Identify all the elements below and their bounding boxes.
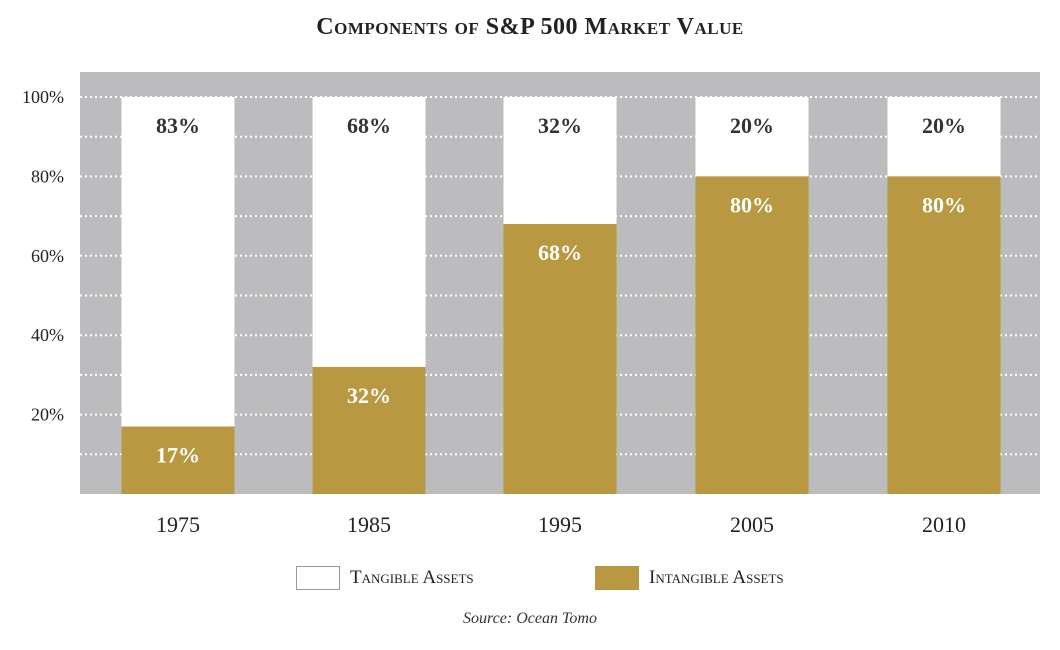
x-tick-label-1975: 1975 bbox=[156, 512, 200, 537]
legend-item-intangible: Intangible Assets bbox=[595, 565, 784, 591]
y-tick-label-100: 100% bbox=[22, 87, 64, 107]
x-tick-label-1985: 1985 bbox=[347, 512, 391, 537]
data-label-intangible-2010: 80% bbox=[922, 192, 966, 217]
y-tick-label-80: 80% bbox=[31, 166, 64, 186]
data-label-intangible-1995: 68% bbox=[538, 240, 582, 265]
data-label-tangible-1975: 83% bbox=[156, 113, 200, 138]
data-label-intangible-1975: 17% bbox=[156, 443, 200, 468]
data-label-intangible-1985: 32% bbox=[347, 383, 391, 408]
bar-tangible-1985 bbox=[312, 97, 426, 367]
y-tick-label-60: 60% bbox=[31, 246, 64, 266]
bar-tangible-2010 bbox=[887, 97, 1001, 177]
bar-intangible-2005 bbox=[695, 176, 809, 494]
x-tick-label-2005: 2005 bbox=[730, 512, 774, 537]
bar-tangible-2005 bbox=[695, 97, 809, 177]
legend-swatch-intangible bbox=[595, 566, 639, 590]
x-tick-label-1995: 1995 bbox=[538, 512, 582, 537]
data-label-tangible-2010: 20% bbox=[922, 113, 966, 138]
chart-title: Components of S&P 500 Market Value bbox=[316, 14, 744, 40]
bar-intangible-1995 bbox=[503, 224, 617, 495]
legend-label-tangible: Tangible Assets bbox=[350, 567, 474, 588]
data-label-tangible-2005: 20% bbox=[730, 113, 774, 138]
bar-intangible-1975 bbox=[121, 426, 235, 494]
chart-source: Source: Ocean Tomo bbox=[463, 610, 597, 627]
legend-swatch-tangible bbox=[296, 566, 340, 590]
y-tick-label-40: 40% bbox=[31, 325, 64, 345]
legend-label-intangible: Intangible Assets bbox=[649, 567, 784, 588]
x-tick-label-2010: 2010 bbox=[922, 512, 966, 537]
bar-intangible-1985 bbox=[312, 366, 426, 494]
bar-tangible-1975 bbox=[121, 97, 235, 427]
bar-intangible-2010 bbox=[887, 176, 1001, 494]
data-label-intangible-2005: 80% bbox=[730, 192, 774, 217]
data-label-tangible-1995: 32% bbox=[538, 113, 582, 138]
y-tick-label-20: 20% bbox=[31, 405, 64, 425]
data-label-tangible-1985: 68% bbox=[347, 113, 391, 138]
legend-item-tangible: Tangible Assets bbox=[296, 565, 474, 591]
chart-canvas: 20% 40% 60% 80% 100% 83% 17% 1975 68% 32% 1985 32% 6… bbox=[22, 72, 1040, 537]
bar-tangible-1995 bbox=[503, 97, 617, 225]
